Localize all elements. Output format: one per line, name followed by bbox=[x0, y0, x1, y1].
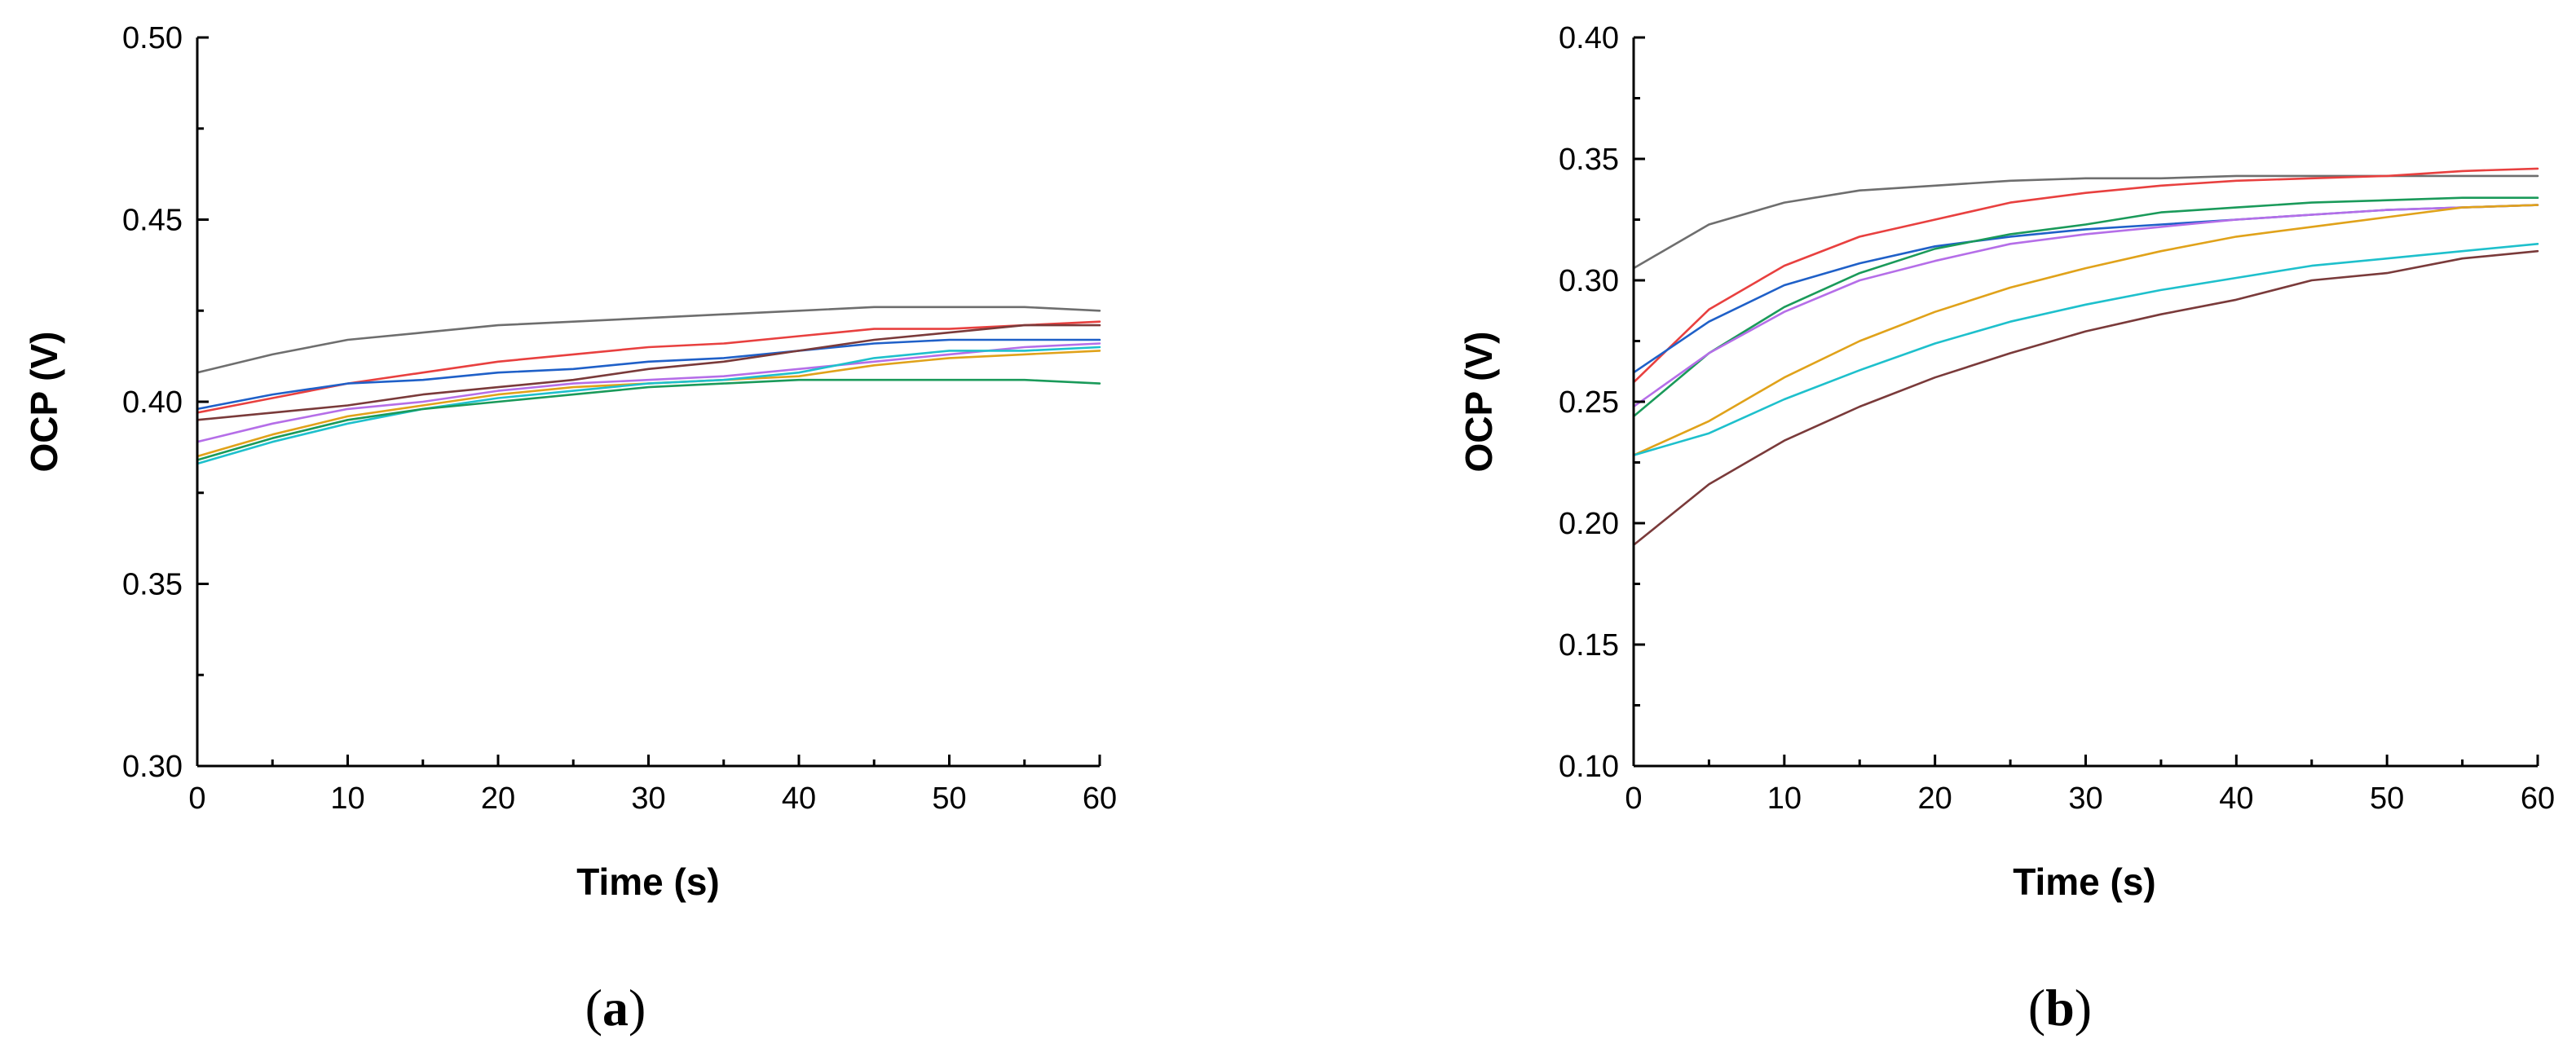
y-axis-title-b: OCP (V) bbox=[1458, 332, 1500, 473]
x-tick-label-a: 50 bbox=[932, 781, 966, 816]
y-axis-title-a: OCP (V) bbox=[23, 332, 65, 473]
series-line-a-brown bbox=[196, 324, 1101, 421]
series-line-a-blue bbox=[196, 338, 1101, 411]
x-tick-label-a: 40 bbox=[782, 781, 816, 816]
series-line-a-cyan bbox=[196, 346, 1101, 465]
y-tick-label-b: 0.40 bbox=[1559, 21, 1619, 55]
y-tick-label-b: 0.20 bbox=[1559, 507, 1619, 541]
panel-letter-a: a bbox=[602, 979, 629, 1037]
panel-label-a: (a) bbox=[585, 979, 646, 1037]
x-tick-label-a: 10 bbox=[330, 781, 364, 816]
series-line-b-brown bbox=[1632, 249, 2539, 547]
x-tick-label-b: 60 bbox=[2521, 781, 2555, 816]
chart-panel-b: 0 10 20 30 40 50 60 0.10 0.15 0.20 0.25 0.30 0.35 0.4… bbox=[1458, 21, 2555, 1037]
series-group-b bbox=[1632, 167, 2539, 547]
y-tick-label-a: 0.50 bbox=[122, 21, 183, 55]
x-axis-title-b: Time (s) bbox=[2013, 861, 2156, 903]
y-tick-label-a: 0.45 bbox=[122, 204, 183, 238]
y-tick-label-b: 0.35 bbox=[1559, 143, 1619, 177]
series-group-a bbox=[196, 306, 1101, 465]
y-tick-label-a: 0.30 bbox=[122, 750, 183, 784]
series-line-b-cyan bbox=[1632, 242, 2539, 456]
series-line-b-red bbox=[1632, 167, 2539, 384]
x-tick-label-b: 50 bbox=[2370, 781, 2404, 816]
x-tick-label-a: 30 bbox=[631, 781, 665, 816]
panel-letter-b: b bbox=[2045, 979, 2075, 1037]
x-tick-label-a: 0 bbox=[188, 781, 205, 816]
x-tick-label-b: 20 bbox=[1918, 781, 1952, 816]
y-tick-label-b: 0.25 bbox=[1559, 385, 1619, 420]
series-line-a-gray bbox=[196, 306, 1101, 374]
ticks-a: 0 10 20 30 40 50 60 0.30 0.35 0.40 0.45 0.50 bbox=[122, 21, 1117, 816]
y-tick-label-b: 0.30 bbox=[1559, 264, 1619, 298]
x-tick-label-b: 40 bbox=[2219, 781, 2253, 816]
y-tick-label-a: 0.40 bbox=[122, 385, 183, 420]
x-tick-label-a: 20 bbox=[481, 781, 515, 816]
series-line-b-violet bbox=[1632, 204, 2539, 408]
series-line-a-green bbox=[196, 378, 1101, 461]
series-line-a-violet bbox=[196, 342, 1101, 443]
y-tick-label-a: 0.35 bbox=[122, 568, 183, 602]
ticks-b: 0 10 20 30 40 50 60 0.10 0.15 0.20 0.25 0.30 0.35 0.4… bbox=[1559, 21, 2555, 816]
series-line-b-orange bbox=[1632, 204, 2539, 456]
series-line-b-green bbox=[1632, 196, 2539, 418]
chart-panel-a: 0 10 20 30 40 50 60 0.30 0.35 0.40 0.45 0.50 Time (… bbox=[23, 21, 1117, 1037]
x-tick-label-b: 10 bbox=[1767, 781, 1802, 816]
y-tick-label-b: 0.15 bbox=[1559, 628, 1619, 663]
x-tick-label-b: 30 bbox=[2068, 781, 2102, 816]
x-tick-label-a: 60 bbox=[1083, 781, 1117, 816]
x-tick-label-b: 0 bbox=[1625, 781, 1642, 816]
x-axis-title-a: Time (s) bbox=[576, 861, 720, 903]
y-tick-label-b: 0.10 bbox=[1559, 750, 1619, 784]
panel-label-b: (b) bbox=[2028, 979, 2092, 1037]
